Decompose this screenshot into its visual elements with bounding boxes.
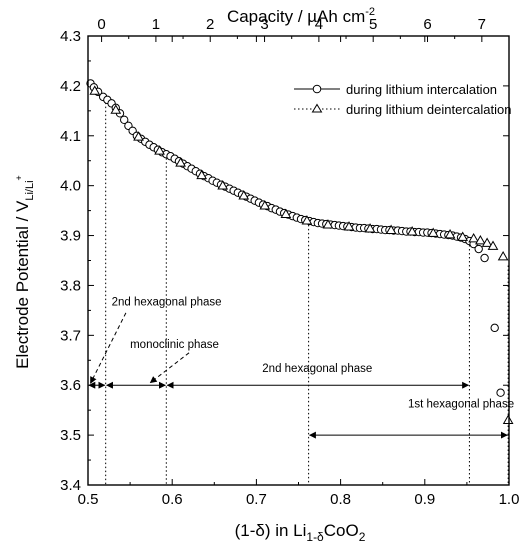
data-point-triangle — [427, 227, 439, 237]
data-point-circle — [496, 388, 505, 397]
data-point-triangle — [364, 223, 376, 233]
phase-label: 2nd hexagonal phase — [262, 363, 372, 375]
data-point-triangle — [154, 145, 165, 155]
y-tick-label: 3.5 — [60, 427, 81, 444]
data-point-triangle — [89, 85, 101, 95]
y-tick-label: 3.4 — [60, 477, 81, 494]
data-point-circle — [480, 253, 489, 263]
top-axis-title: Capacity / µAh cm-2 — [227, 6, 375, 26]
data-point-triangle — [497, 251, 509, 261]
data-point-triangle — [468, 233, 479, 243]
data-point-triangle — [110, 104, 122, 114]
phase-arrows — [88, 312, 508, 439]
y-axis-title: Electrode Potential / VLi/Li+ — [13, 175, 36, 369]
data-point-triangle — [502, 414, 514, 425]
phase-label: 1st hexagonal phase — [408, 399, 514, 411]
x-tick-label: 0.8 — [330, 491, 351, 508]
x-tick-label: 0.5 — [78, 491, 99, 508]
data-point-triangle — [196, 169, 208, 180]
data-point-triangle — [487, 240, 499, 250]
legend-label-deintercalation: during lithium deintercalation — [346, 102, 511, 117]
data-point-triangle — [457, 231, 469, 241]
data-point-triangle — [259, 200, 271, 210]
legend: during lithium intercalation during lith… — [294, 82, 511, 117]
ticks-layer: 0.5 0.6 0.7 0.8 0.9 1.0 3.4 3.5 3.6 3.7 3.8 3.9 4.0 4… — [60, 16, 519, 508]
leader-arrow-monoclinic — [149, 352, 190, 384]
top-tick-label: 2 — [206, 16, 214, 33]
data-point-triangle — [406, 226, 418, 236]
data-point-triangle — [322, 219, 334, 229]
data-point-circle — [474, 244, 483, 254]
data-point-circle — [120, 115, 129, 125]
y-tick-label: 3.6 — [60, 377, 81, 394]
annotations: 2nd hexagonal phase monoclinic phase 2nd h… — [112, 296, 515, 410]
data-point-triangle — [217, 180, 229, 190]
x-tick-label: 0.6 — [162, 491, 183, 508]
data-point-triangle — [133, 131, 144, 141]
top-tick-label: 1 — [152, 16, 160, 33]
plot-frame — [87, 35, 510, 486]
y-tick-label: 3.9 — [60, 228, 81, 245]
data-point-triangle — [481, 237, 493, 247]
data-point-triangle — [238, 190, 250, 200]
y-tick-label: 4.2 — [60, 78, 81, 95]
data-point-circle — [490, 323, 499, 333]
data-point-triangle — [385, 224, 397, 234]
top-tick-label: 5 — [369, 16, 377, 33]
data-point-triangle — [343, 221, 355, 231]
top-tick-label: 3 — [260, 16, 268, 33]
phase-label: monoclinic phase — [130, 339, 219, 351]
y-tick-label: 4.3 — [60, 28, 81, 45]
x-axis-title: (1-δ) in Li1-δCoO2 — [235, 521, 366, 544]
data-points — [86, 79, 514, 425]
y-tick-label: 3.7 — [60, 327, 81, 344]
y-tick-label: 4.0 — [60, 178, 81, 195]
data-point-triangle — [175, 157, 186, 167]
data-point-triangle — [475, 235, 486, 245]
legend-marker-triangle — [311, 103, 323, 113]
x-tick-label: 1.0 — [499, 491, 520, 508]
data-point-triangle — [444, 229, 456, 239]
legend-marker-circle — [312, 84, 322, 94]
x-tick-label: 0.9 — [414, 491, 435, 508]
legend-label-intercalation: during lithium intercalation — [346, 82, 497, 97]
top-tick-label: 7 — [478, 16, 486, 33]
top-tick-label: 0 — [97, 16, 105, 33]
data-point-triangle — [280, 208, 292, 218]
top-tick-label: 4 — [315, 16, 323, 33]
leader-arrow-2nd-hex — [90, 312, 127, 384]
top-tick-label: 6 — [423, 16, 431, 33]
y-tick-label: 4.1 — [60, 128, 81, 145]
x-tick-label: 0.7 — [246, 491, 267, 508]
y-tick-label: 3.8 — [60, 277, 81, 294]
phase-boundaries — [105, 98, 509, 485]
data-point-triangle — [301, 215, 313, 225]
phase-label: 2nd hexagonal phase — [112, 296, 222, 308]
